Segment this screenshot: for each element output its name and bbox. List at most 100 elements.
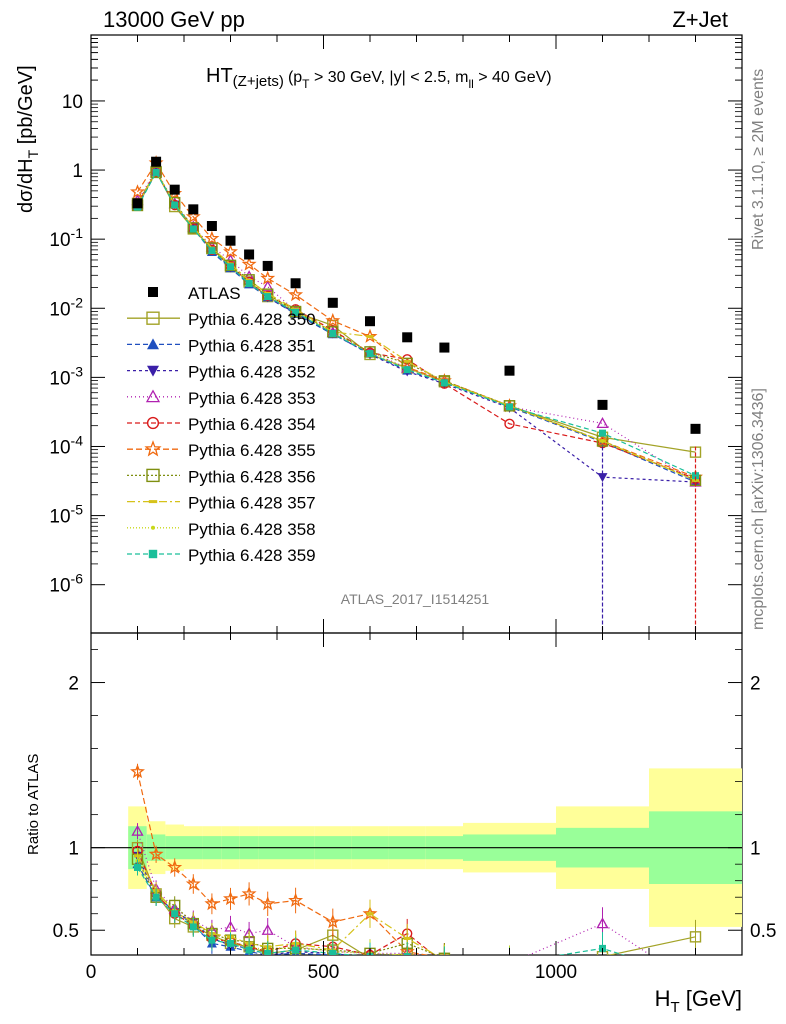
ratio-tick-label: 1 (68, 839, 79, 860)
marker (325, 914, 341, 929)
legend-label: Pythia 6.428 350 (188, 310, 316, 329)
atlas-point (402, 332, 413, 343)
ratio-line (136, 863, 347, 955)
x-label-unit: [GeV] (680, 986, 742, 1011)
marker (245, 946, 253, 954)
y-tick-label: 10-3 (49, 363, 83, 389)
marker (506, 960, 513, 967)
ratio-line (136, 850, 436, 955)
marker (288, 892, 304, 907)
marker (596, 917, 609, 929)
marker (505, 957, 515, 967)
marker (130, 184, 145, 199)
mcplots-label: mcplots.cern.ch [arXiv:1306.3436] (750, 388, 767, 630)
series-main-10 (134, 168, 699, 480)
ratio-line (136, 830, 652, 955)
legend-entry-4: Pythia 6.428 353 (127, 389, 316, 408)
marker (227, 263, 234, 271)
mc-series (130, 155, 703, 633)
atlas-point (439, 342, 450, 353)
rivet-label: Rivet 3.1.10, ≥ 2M events (750, 69, 767, 250)
marker (504, 418, 515, 430)
x-label-sub: T (670, 999, 679, 1016)
title-cuts-a-sub: T (302, 77, 310, 91)
marker (185, 208, 201, 224)
marker (439, 959, 449, 968)
analysis-id: ATLAS_2017_I1514251 (341, 591, 490, 607)
atlas-point (169, 184, 180, 195)
ratio-tick-label-right: 0.5 (750, 921, 776, 942)
marker (292, 946, 300, 954)
legend-entry-7: Pythia 6.428 356 (127, 467, 316, 486)
title-main: HT (206, 65, 233, 87)
legend-label: Pythia 6.428 354 (188, 415, 316, 434)
marker (692, 975, 699, 982)
title-cuts-b: > 30 GeV, |y| < 2.5, m (310, 69, 469, 86)
legend-label: Pythia 6.428 359 (188, 546, 316, 565)
atlas-point (690, 423, 701, 434)
marker (506, 960, 513, 963)
marker (600, 439, 605, 444)
atlas-point (365, 316, 375, 327)
y-tick-label: 10-2 (49, 294, 83, 320)
marker (223, 243, 238, 259)
marker (366, 912, 374, 916)
marker (402, 956, 412, 965)
marker (403, 366, 411, 374)
marker (148, 549, 158, 559)
marker (146, 468, 160, 483)
y-label-main-sub: T (25, 149, 41, 158)
marker (227, 939, 234, 947)
marker (261, 923, 274, 935)
marker (130, 763, 145, 779)
marker (438, 954, 451, 955)
atlas-point (244, 249, 255, 260)
legend-label: Pythia 6.428 358 (188, 520, 316, 539)
marker (505, 957, 515, 967)
x-axis-label: HT [GeV] (655, 986, 742, 1016)
legend-entry-6: Pythia 6.428 355 (127, 440, 316, 460)
marker (439, 957, 449, 966)
marker (505, 980, 514, 989)
atlas-point (225, 235, 236, 246)
title-cuts-c: > 40 GeV) (474, 69, 552, 86)
marker (506, 403, 513, 411)
title-cuts-b-sub: ll (468, 77, 473, 91)
marker (145, 389, 161, 403)
marker (508, 960, 512, 964)
y-tick-label: 1 (72, 161, 83, 182)
marker (689, 931, 702, 943)
marker (692, 472, 699, 480)
marker (171, 910, 179, 918)
main-frame (90, 34, 743, 634)
y-label-main-unit: [pb/GeV] (15, 65, 37, 150)
marker (694, 981, 698, 985)
marker (329, 329, 337, 337)
marker (505, 961, 515, 970)
marker (185, 876, 201, 891)
x-label-text: H (655, 986, 671, 1011)
y-tick-label: 10-4 (49, 432, 83, 458)
marker (505, 958, 515, 967)
ratio-tick-label: 0.5 (53, 921, 79, 942)
marker (241, 256, 257, 271)
marker (147, 365, 159, 377)
ratio-tick-label-right: 1 (750, 839, 761, 860)
marker (148, 846, 164, 861)
plot-title: HT(Z+jets) (pT > 30 GeV, |y| < 2.5, mll >… (206, 65, 552, 91)
ratio-line (136, 771, 430, 955)
ratio-line (136, 855, 438, 955)
marker (362, 328, 378, 343)
marker (208, 247, 216, 255)
marker (365, 954, 375, 955)
title-cuts-a: (p (288, 69, 302, 86)
marker (503, 400, 516, 412)
series-line (136, 169, 696, 481)
x-tick-label: 500 (308, 962, 340, 983)
legend-entry-9: Pythia 6.428 358 (127, 520, 316, 539)
legend-label: Pythia 6.428 356 (188, 467, 316, 486)
y-axis-label-main: dσ/dHT [pb/GeV] (15, 65, 41, 213)
atlas-point (151, 156, 162, 167)
marker (366, 350, 374, 358)
